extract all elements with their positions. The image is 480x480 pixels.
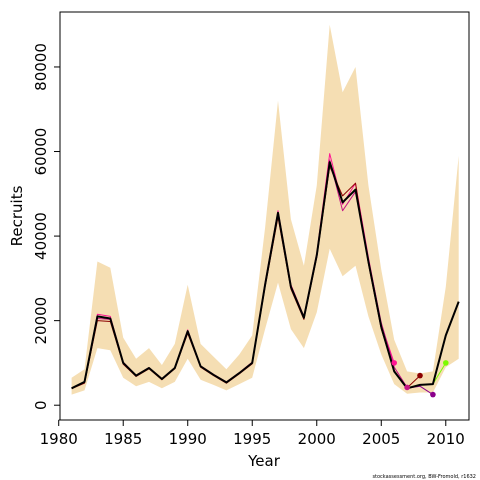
series-endpoint-retro-2	[404, 384, 410, 391]
y-tick-label: 20000	[32, 297, 50, 345]
series-endpoint-retro-5	[443, 360, 449, 366]
x-tick-label: 2005	[362, 430, 400, 448]
series-endpoint-retro-1	[391, 360, 398, 366]
terminal-points-layer	[391, 360, 449, 398]
x-tick-label: 2000	[298, 430, 336, 448]
y-tick-label: 0	[32, 400, 50, 410]
confidence-band-layer	[71, 24, 459, 395]
series-layer	[71, 153, 460, 396]
confidence-band	[71, 24, 459, 395]
x-tick-label: 1980	[40, 430, 78, 448]
series-endpoint-retro-3	[417, 372, 423, 379]
x-tick-label: 1995	[233, 430, 271, 448]
series-endpoint-retro-4	[430, 391, 436, 398]
axes-layer: 1980 1985 1990 1995 2000 2005 2010 0 20000 40000 6…	[32, 43, 465, 448]
y-tick-label: 60000	[32, 128, 50, 176]
y-tick-label: 80000	[32, 43, 50, 91]
credit-text: stockassessment.org, BW-Fromold, r1632	[372, 474, 476, 480]
y-axis-title: Recruits	[8, 185, 26, 246]
x-tick-label: 2010	[427, 430, 465, 448]
x-tick-label: 1990	[169, 430, 207, 448]
x-tick-label: 1985	[104, 430, 142, 448]
x-axis-title: Year	[247, 452, 281, 470]
series-line-main	[71, 161, 460, 390]
y-tick-label: 40000	[32, 212, 50, 260]
